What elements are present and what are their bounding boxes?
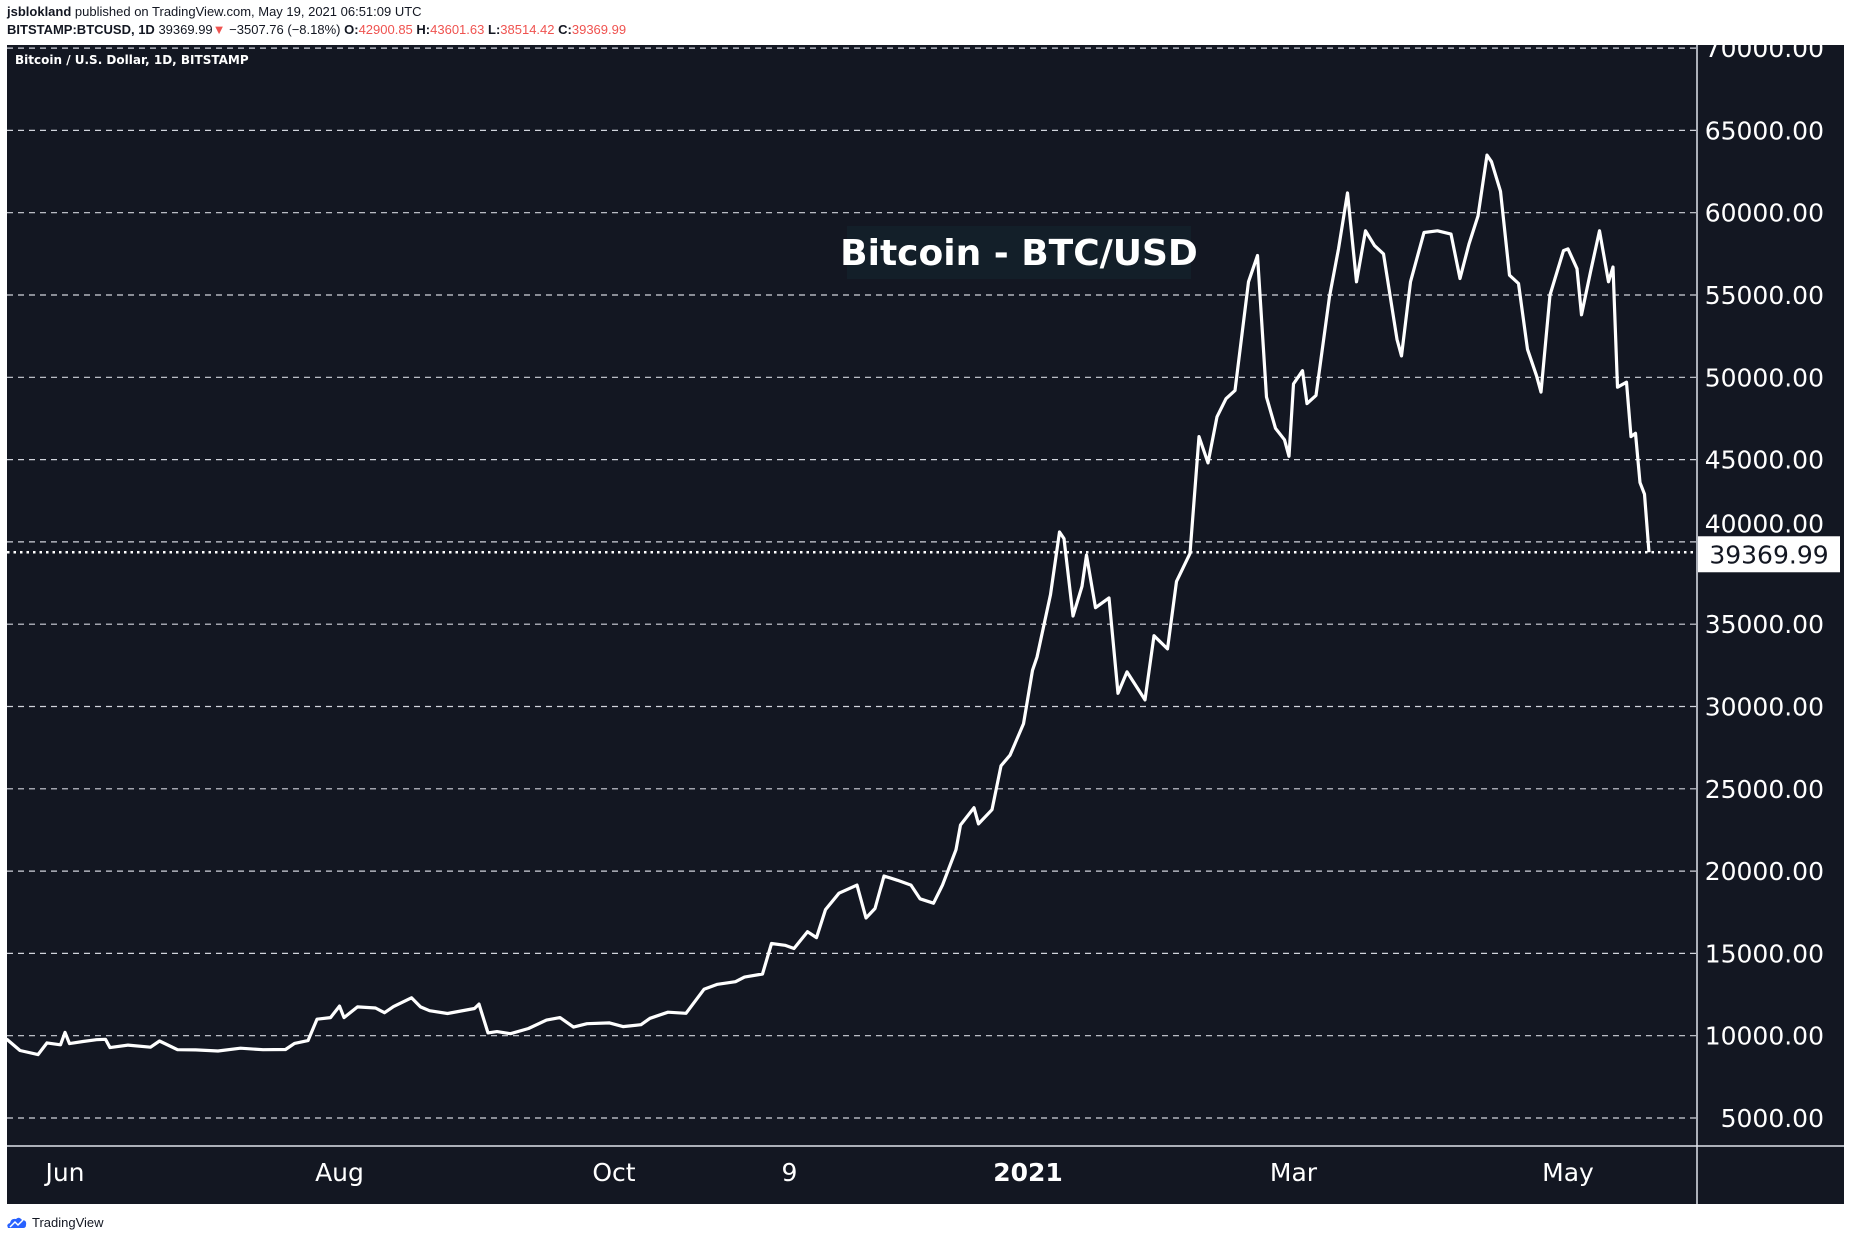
high-value: 43601.63 xyxy=(430,22,485,37)
chart-title-box xyxy=(847,226,1191,279)
x-tick-label: Jun xyxy=(43,1158,84,1187)
y-tick-label: 20000.00 xyxy=(1705,857,1824,886)
high-label: H: xyxy=(416,22,431,37)
tradingview-cloud-icon xyxy=(7,1217,27,1228)
series-legend: Bitcoin / U.S. Dollar, 1D, BITSTAMP xyxy=(15,53,249,67)
low-label: L: xyxy=(488,22,501,37)
y-tick-label: 55000.00 xyxy=(1705,281,1824,310)
close-label: C: xyxy=(558,22,572,37)
gridlines xyxy=(7,47,1697,1119)
y-tick-label: 30000.00 xyxy=(1705,693,1824,722)
last-price-label: 39369.99 xyxy=(1709,540,1828,569)
x-tick-label: Oct xyxy=(592,1158,635,1187)
y-tick-label: 70000.00 xyxy=(1705,34,1824,63)
publish-text: published on TradingView.com, May 19, 20… xyxy=(74,4,422,19)
price-change: −3507.76 (−8.18%) xyxy=(229,22,341,37)
down-arrow-icon: ▼ xyxy=(212,22,226,37)
close-value: 39369.99 xyxy=(571,22,627,37)
symbol-info: BITSTAMP:BTCUSD, 1D 39369.99▼ −3507.76 (… xyxy=(7,22,626,37)
x-tick-label: Aug xyxy=(315,1158,364,1187)
symbol: BITSTAMP:BTCUSD, 1D xyxy=(7,22,155,37)
y-tick-label: 5000.00 xyxy=(1721,1104,1824,1133)
last-price: 39369.99 xyxy=(158,22,213,37)
x-tick-label: Mar xyxy=(1270,1158,1318,1187)
y-tick-label: 10000.00 xyxy=(1705,1022,1824,1051)
x-tick-label: May xyxy=(1542,1158,1594,1187)
tradingview-logo[interactable]: TradingView xyxy=(6,1215,104,1230)
y-tick-label: 45000.00 xyxy=(1705,446,1824,475)
y-tick-label: 50000.00 xyxy=(1705,363,1824,392)
tradingview-brand: TradingView xyxy=(32,1215,104,1230)
y-tick-label: 40000.00 xyxy=(1705,509,1824,538)
last-price-label-box xyxy=(1698,536,1840,573)
x-tick-label: 9 xyxy=(782,1158,798,1187)
open-value: 42900.85 xyxy=(358,22,413,37)
y-tick-label: 15000.00 xyxy=(1705,939,1824,968)
y-tick-label: 25000.00 xyxy=(1705,775,1824,804)
time-scale[interactable]: Jun Aug Oct 9 2021 Mar May xyxy=(43,1158,1594,1187)
chart-title: Bitcoin - BTC/USD xyxy=(840,233,1198,274)
price-scale[interactable]: 5000.00 10000.00 15000.00 20000.00 25000.00 3… xyxy=(1705,34,1824,1133)
low-value: 38514.42 xyxy=(500,22,555,37)
y-tick-label: 65000.00 xyxy=(1705,116,1824,145)
y-tick-label: 35000.00 xyxy=(1705,610,1824,639)
author-name[interactable]: jsblokland xyxy=(7,4,72,19)
y-tick-label: 60000.00 xyxy=(1705,199,1824,228)
publish-info: jsblokland published on TradingView.com,… xyxy=(7,4,422,19)
open-label: O: xyxy=(344,22,359,37)
x-tick-label: 2021 xyxy=(993,1158,1063,1187)
price-line xyxy=(5,153,1651,1057)
